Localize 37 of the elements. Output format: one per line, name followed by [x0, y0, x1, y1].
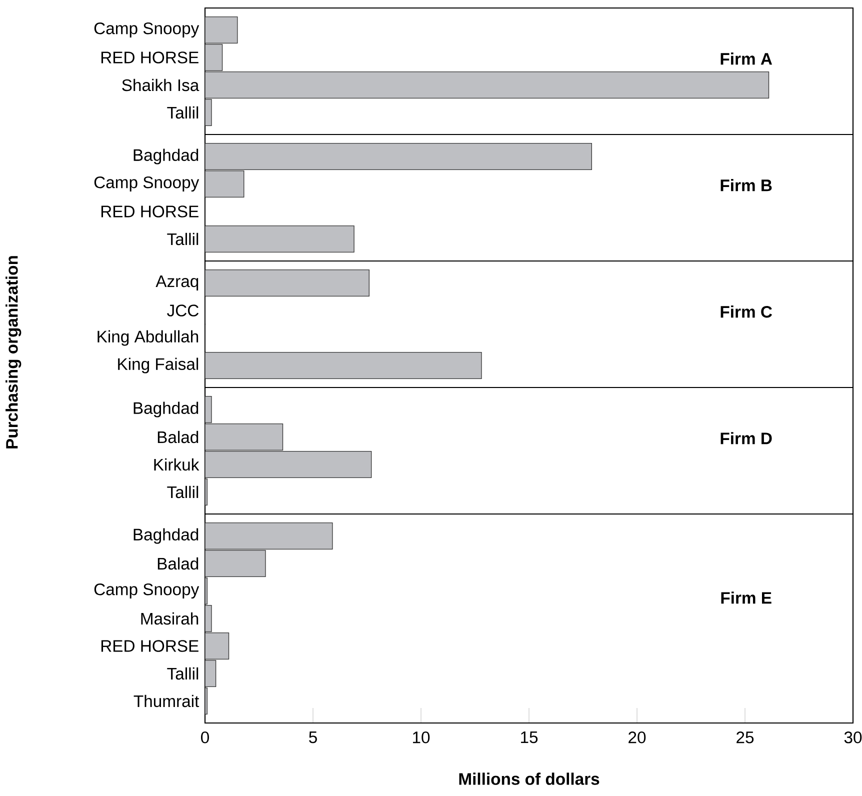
y-tick-label: Shaikh Isa — [122, 78, 200, 92]
y-tick-label: Baghdad — [134, 402, 198, 418]
y-tick-label: Tallil — [167, 232, 198, 246]
y-tick-label: Thumrait — [134, 694, 200, 708]
x-tick-label: 10 — [413, 732, 430, 744]
x-axis-title: Millions of dollars — [459, 772, 600, 785]
x-tick-label: 0 — [201, 732, 209, 744]
annotation: Firm B — [720, 179, 772, 192]
y-tick-label: Camp Snoopy — [94, 176, 200, 192]
y-tick-label: King Faisal — [118, 358, 198, 374]
y-tick-label: JCC — [167, 304, 199, 316]
y-tick-label: RED HORSE — [101, 206, 198, 218]
annotation: Firm A — [720, 52, 772, 65]
y-tick-label: Baghdad — [134, 528, 198, 544]
y-tick-label: Balad — [158, 430, 198, 444]
y-tick-label: Tallil — [167, 667, 198, 680]
x-tick-label: 5 — [309, 732, 317, 744]
y-tick-label: Masirah — [141, 612, 198, 625]
annotation: Firm C — [720, 305, 772, 318]
y-tick-label: RED HORSE — [101, 52, 198, 64]
y-tick-label: Camp Snoopy — [94, 22, 200, 38]
y-tick-label: Balad — [158, 557, 198, 570]
y-tick-label: Camp Snoopy — [94, 583, 200, 599]
y-tick-label: Tallil — [167, 106, 198, 119]
y-tick-label: RED HORSE — [101, 640, 198, 652]
x-tick-label: 30 — [844, 732, 862, 744]
y-axis-title: Purchasing organization — [6, 256, 22, 448]
y-tick-label: Baghdad — [134, 148, 198, 164]
annotation: Firm D — [720, 432, 772, 444]
x-tick-label: 25 — [736, 732, 754, 744]
annotation: Firm E — [721, 592, 772, 604]
x-tick-label: 15 — [521, 732, 538, 744]
y-tick-label: Kirkuk — [154, 458, 200, 471]
x-tick-label: 20 — [628, 732, 646, 744]
y-tick-label: Tallil — [167, 486, 198, 498]
y-tick-label: King Abdullah — [98, 330, 198, 346]
y-tick-label: Azraq — [156, 276, 198, 290]
